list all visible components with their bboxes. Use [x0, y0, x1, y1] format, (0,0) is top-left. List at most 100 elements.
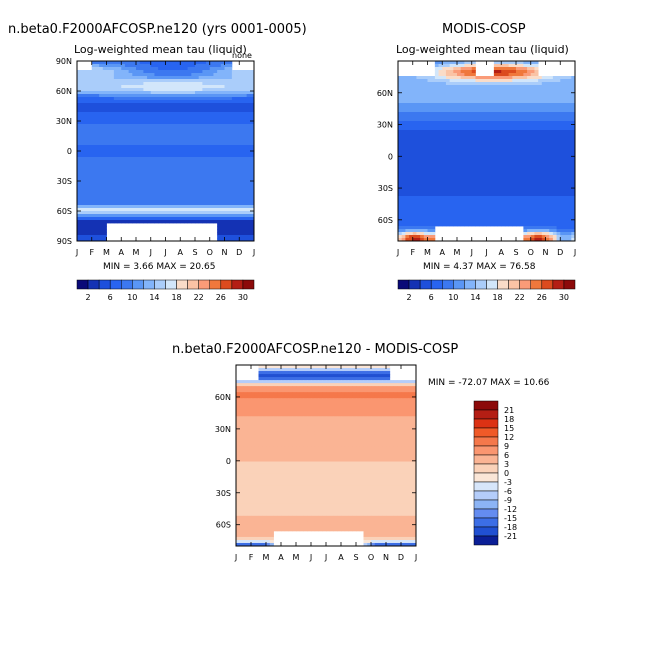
panel2-contour-cell — [541, 148, 546, 152]
panel2-contour-cell — [445, 196, 451, 200]
panel2-contour-cell — [457, 61, 462, 65]
panel1-contour-cell — [117, 121, 122, 125]
panel1-contour-cell — [124, 193, 130, 197]
panel2-contour-cell — [457, 67, 462, 71]
panel1-contour-cell — [95, 82, 100, 86]
panel2-contour-cell — [434, 103, 439, 107]
panel1-contour-cell — [172, 145, 177, 149]
panel2-contour-cell — [468, 124, 473, 128]
panel2-contour-cell — [416, 142, 421, 146]
panel2-contour-cell — [516, 100, 521, 104]
panel2-contour-cell — [567, 205, 572, 209]
panel2-contour-cell — [453, 112, 458, 116]
panel2-contour-cell — [438, 100, 443, 104]
panel1-contour-cell — [99, 106, 104, 110]
panel2-contour-cell — [545, 205, 550, 209]
panel1-contour-cell — [106, 100, 111, 104]
panel1-contour-cell — [110, 79, 115, 83]
panel1-contour-cell — [80, 169, 85, 173]
panel2-contour-cell — [434, 118, 439, 122]
panel2-contour-cell — [420, 124, 425, 128]
panel2-contour-cell — [420, 163, 425, 167]
panel1-contour-cell — [195, 103, 200, 107]
panel2-contour-cell — [493, 82, 498, 86]
panel1-contour-cell — [154, 157, 159, 161]
panel2-contour-cell — [438, 73, 443, 77]
panel2-contour-cell — [431, 187, 436, 191]
panel1-contour-cell — [154, 91, 159, 95]
panel1-contour-cell — [239, 136, 244, 140]
panel2-contour-cell — [475, 187, 480, 191]
panel2-contour-cell — [468, 100, 473, 104]
panel1-contour-cell — [117, 151, 122, 155]
panel2-contour-cell — [453, 73, 458, 77]
panel2-contour-cell — [538, 112, 543, 116]
panel2-contour-cell — [449, 193, 454, 197]
panel2-contour-cell — [423, 85, 428, 89]
panel1-contour-cell — [150, 145, 155, 149]
panel2-contour-cell — [423, 157, 428, 161]
panel1-contour-cell — [110, 70, 115, 74]
panel2-contour-cell — [556, 133, 561, 137]
panel1-contour-cell — [231, 148, 236, 152]
panel1-contour-cell — [246, 190, 251, 194]
panel1-contour-cell — [191, 127, 196, 131]
panel1-contour-cell — [121, 142, 126, 146]
panel1-contour-cell — [158, 124, 163, 128]
panel1-contour-cell — [143, 64, 148, 68]
panel2-contour-cell — [493, 118, 498, 122]
panel1-contour-cell — [136, 157, 141, 161]
panel2-contour-cell — [527, 169, 532, 173]
panel2-contour-cell — [471, 157, 476, 161]
panel1-contour-cell — [147, 139, 152, 143]
panel1-contour-cell — [121, 64, 126, 68]
panel1-contour-cell — [165, 136, 170, 140]
panel2-contour-cell — [490, 130, 495, 134]
panel1-contour-cell — [198, 73, 203, 77]
panel1-contour-cell — [95, 184, 100, 188]
panel1-contour-cell — [88, 112, 93, 116]
panel2-contour-cell — [482, 199, 487, 203]
panel2-contour-cell — [556, 202, 561, 206]
panel1-contour-cell — [80, 103, 85, 107]
panel1-contour-cell — [113, 124, 118, 128]
panel2-contour-cell — [563, 175, 569, 179]
panel2-contour-cell — [530, 151, 535, 155]
panel2-contour-cell — [398, 148, 403, 152]
panel2-contour-cell — [508, 94, 513, 98]
panel1-contour-cell — [110, 205, 115, 209]
panel1-contour-cell — [95, 211, 100, 215]
panel1-contour-cell — [143, 196, 148, 200]
panel1-contour-cell — [169, 211, 174, 215]
panel2-contour-cell — [409, 82, 414, 86]
panel2-contour-cell — [442, 79, 447, 83]
panel1-contour-cell — [117, 100, 122, 104]
panel2-contour-cell — [563, 88, 569, 92]
panel2-contour-cell — [471, 73, 476, 77]
panel2-contour-cell — [405, 169, 410, 173]
panel1-contour-cell — [128, 67, 133, 71]
panel2-contour-cell — [475, 76, 480, 80]
panel1-contour-cell — [220, 220, 225, 224]
panel2-contour-cell — [556, 175, 561, 179]
panel2-contour-cell — [405, 172, 410, 176]
panel2-contour-cell — [445, 73, 451, 77]
panel2-contour-cell — [552, 142, 557, 146]
panel2-contour-cell — [412, 202, 417, 206]
panel1-contour-cell — [117, 61, 122, 65]
panel1-contour-cell — [143, 163, 148, 167]
panel2-contour-cell — [538, 160, 543, 164]
panel1-contour-cell — [213, 193, 218, 197]
panel2-contour-cell — [468, 127, 473, 131]
panel1-contour-cell — [121, 202, 126, 206]
panel1-contour-cell — [117, 118, 122, 122]
panel1-contour-cell — [180, 160, 185, 164]
panel2-contour-cell — [501, 82, 506, 86]
panel1-contour-cell — [88, 91, 93, 95]
panel2-contour-cell — [449, 76, 454, 80]
panel1-contour-cell — [242, 214, 248, 218]
panel1-contour-cell — [187, 106, 192, 110]
panel2-contour-cell — [486, 130, 491, 134]
panel2-contour-cell — [423, 148, 428, 152]
panel2-contour-cell — [523, 97, 528, 101]
